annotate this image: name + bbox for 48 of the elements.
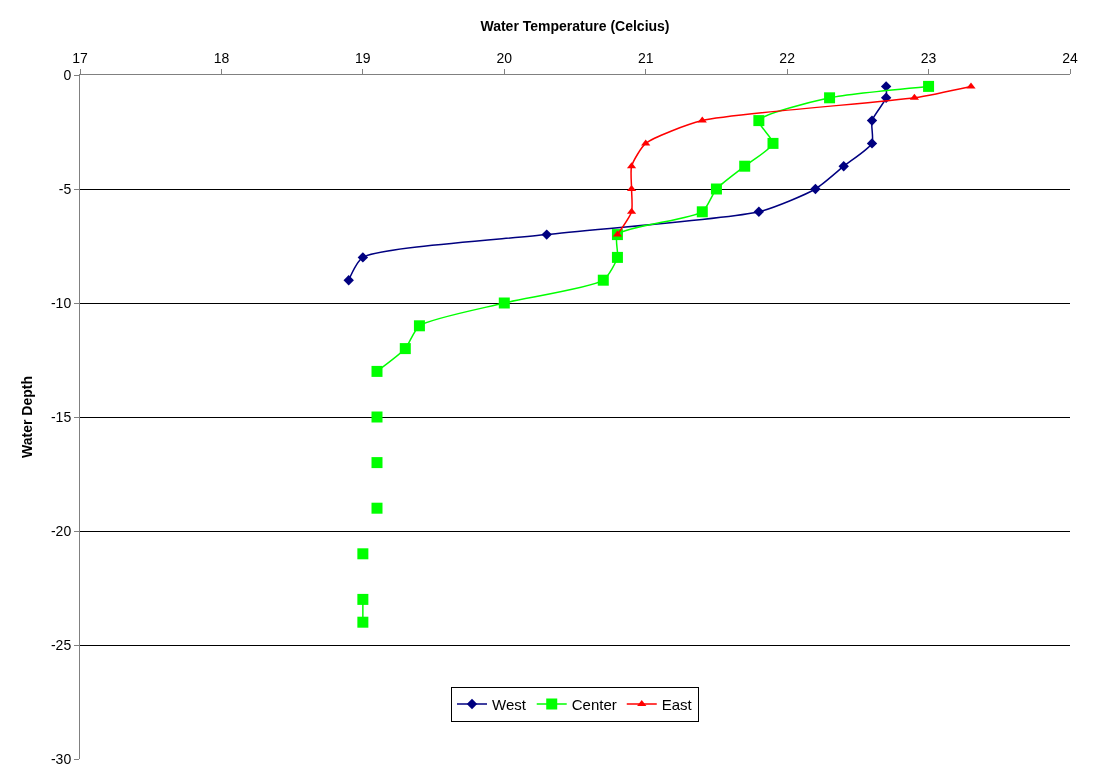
- y-tick-label: -20: [50, 522, 72, 539]
- point: [343, 275, 354, 286]
- y-axis-title: Water Depth: [18, 376, 35, 458]
- point: [753, 206, 765, 217]
- x-tick-label: 24: [1062, 50, 1078, 67]
- point: [739, 160, 751, 172]
- point: [866, 115, 878, 126]
- x-tick-label: 21: [637, 50, 654, 67]
- y-tick-label: -5: [58, 180, 72, 197]
- x-tick-label: 23: [920, 50, 937, 67]
- point: [810, 183, 821, 195]
- point: [357, 593, 369, 605]
- point: [767, 137, 779, 149]
- x-axis-title: Water Temperature (Celcius): [480, 18, 670, 34]
- y-tick-label: -15: [50, 408, 72, 425]
- point: [371, 411, 383, 423]
- y-tick-label: -30: [50, 750, 72, 767]
- point: [611, 251, 623, 263]
- point: [597, 274, 609, 286]
- point: [866, 138, 878, 149]
- point: [696, 206, 708, 218]
- y-tick-label: 0: [63, 66, 72, 83]
- point: [371, 365, 383, 377]
- legend-label: West: [492, 695, 527, 713]
- point: [399, 343, 411, 355]
- point: [753, 115, 765, 127]
- point: [413, 320, 425, 332]
- point: [371, 457, 383, 469]
- point: [357, 616, 369, 628]
- point: [498, 297, 510, 309]
- point: [697, 116, 707, 123]
- point: [824, 92, 836, 104]
- legend-label: East: [661, 695, 693, 713]
- legend-label: Center: [571, 695, 617, 713]
- x-tick-label: 22: [779, 50, 796, 67]
- y-tick-label: -10: [50, 294, 72, 311]
- y-tick-label: -25: [50, 636, 72, 653]
- point: [838, 161, 849, 172]
- point: [923, 80, 935, 92]
- point: [371, 502, 383, 514]
- x-tick-label: 17: [72, 50, 88, 67]
- x-tick-label: 20: [496, 50, 513, 67]
- x-tick-label: 19: [355, 50, 371, 67]
- point: [541, 229, 552, 240]
- point: [357, 548, 369, 560]
- x-tick-label: 18: [213, 50, 230, 67]
- point: [710, 183, 722, 195]
- point: [357, 252, 369, 263]
